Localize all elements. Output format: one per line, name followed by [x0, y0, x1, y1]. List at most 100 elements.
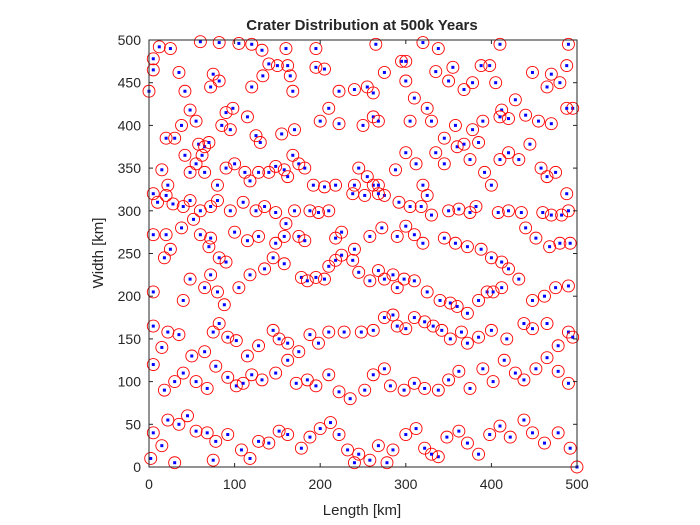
crater-center: [357, 166, 361, 170]
crater-point: [183, 103, 197, 117]
crater-point: [228, 157, 242, 171]
crater-ring: [300, 274, 314, 288]
crater-ring: [221, 330, 235, 344]
crater-center: [217, 79, 221, 83]
crater-ring: [198, 140, 212, 154]
crater-center: [151, 431, 155, 435]
crater-point: [386, 308, 400, 322]
crater-point: [332, 428, 346, 441]
crater-point: [442, 74, 456, 88]
crater-ring: [371, 114, 385, 128]
crater-point: [245, 368, 259, 382]
crater-center: [166, 418, 170, 422]
crater-ring: [318, 272, 331, 286]
crater-point: [544, 208, 558, 222]
crater-ring: [418, 315, 432, 329]
crater-center: [545, 175, 549, 179]
crater-ring: [440, 430, 454, 444]
crater-center: [395, 324, 399, 328]
crater-ring: [416, 236, 430, 250]
crater-center: [376, 183, 380, 187]
crater-point: [198, 165, 212, 179]
crater-center: [334, 183, 338, 187]
y-tick-label: 50: [125, 416, 141, 432]
crater-center: [322, 277, 326, 281]
crater-center: [397, 200, 401, 204]
crater-ring: [483, 428, 497, 441]
crater-center: [282, 262, 286, 266]
crater-center: [308, 333, 312, 337]
crater-ring: [269, 236, 283, 250]
crater-ring: [176, 366, 190, 380]
crater-center: [217, 322, 221, 326]
crater-point: [429, 65, 443, 79]
crater-center: [156, 200, 160, 204]
crater-ring: [356, 118, 370, 132]
crater-center: [412, 233, 416, 237]
crater-center: [215, 199, 219, 203]
crater-ring: [517, 373, 531, 387]
crater-point: [409, 422, 423, 436]
crater-ring: [202, 240, 216, 254]
crater-ring: [563, 236, 577, 250]
crater-center: [404, 59, 408, 63]
crater-point: [553, 236, 567, 250]
crater-ring: [249, 129, 263, 143]
crater-center: [376, 119, 380, 123]
crater-ring: [502, 112, 515, 126]
crater-center: [536, 119, 540, 123]
x-tick-label: 300: [394, 476, 418, 492]
crater-point: [457, 137, 471, 151]
crater-point: [392, 195, 406, 209]
crater-point: [425, 208, 438, 222]
crater-ring: [416, 36, 430, 50]
crater-ring: [157, 251, 171, 265]
crater-ring: [514, 206, 528, 219]
crater-center: [468, 386, 472, 390]
crater-center: [558, 81, 562, 85]
crater-center: [173, 461, 177, 465]
crater-center: [519, 211, 523, 215]
crater-ring: [243, 174, 257, 188]
crater-ring: [534, 161, 548, 175]
crater-point: [371, 264, 385, 278]
crater-center: [322, 185, 326, 189]
crater-point: [457, 83, 471, 96]
crater-ring: [193, 35, 207, 49]
crater-point: [437, 131, 451, 145]
crater-ring: [549, 165, 563, 179]
crater-point: [561, 279, 575, 293]
crater-point: [294, 441, 308, 455]
crater-center: [500, 286, 504, 290]
crater-ring: [449, 236, 462, 250]
crater-ring: [347, 83, 361, 96]
crater-center: [334, 258, 338, 262]
crater-ring: [502, 146, 515, 160]
crater-center: [391, 313, 395, 317]
crater-center: [181, 298, 185, 302]
crater-ring: [540, 317, 554, 330]
crater-center: [194, 162, 198, 166]
crater-ring: [553, 236, 567, 250]
crater-center: [502, 358, 506, 362]
crater-ring: [236, 195, 250, 209]
crater-point: [551, 339, 565, 353]
crater-point: [309, 60, 323, 74]
crater-point: [435, 323, 449, 337]
crater-ring: [309, 60, 323, 74]
crater-center: [545, 85, 549, 89]
crater-center: [539, 166, 543, 170]
crater-point: [360, 170, 374, 184]
crater-point: [450, 300, 464, 313]
crater-point: [322, 204, 336, 218]
crater-ring: [161, 413, 175, 427]
crater-ring: [484, 323, 498, 337]
crater-point: [146, 426, 160, 440]
crater-ring: [232, 36, 246, 50]
crater-point: [519, 108, 533, 122]
crater-point: [193, 228, 207, 242]
crater-point: [502, 112, 515, 126]
crater-center: [280, 132, 284, 136]
crater-point: [176, 294, 190, 307]
crater-point: [493, 153, 507, 167]
